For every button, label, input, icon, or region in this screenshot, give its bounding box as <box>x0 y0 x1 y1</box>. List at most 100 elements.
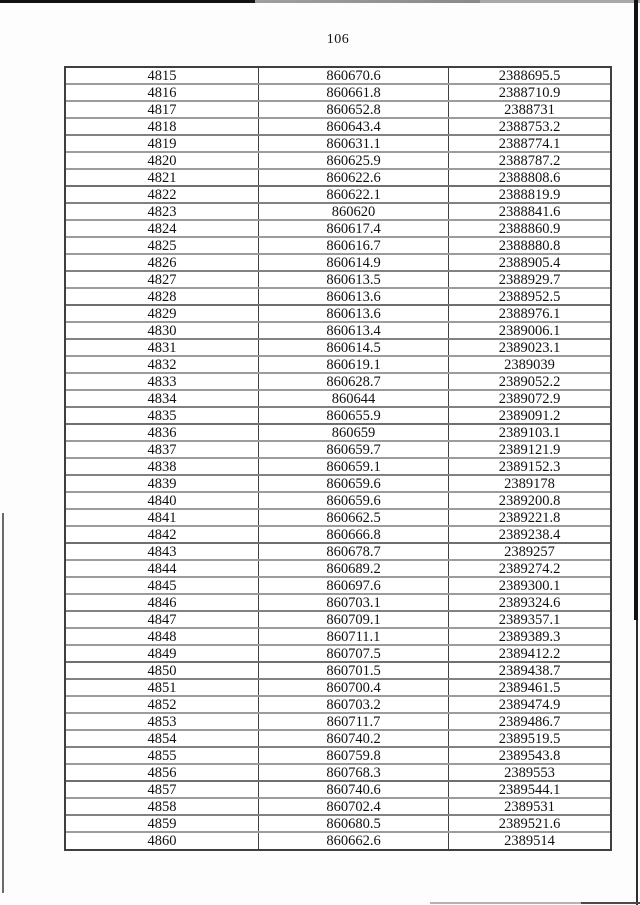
table-cell: 2388905.4 <box>498 254 561 271</box>
table-cell: 4831 <box>66 340 259 355</box>
table-row: 4843 860678.7 2389257 <box>66 544 610 561</box>
table-cell: 4825 <box>66 238 259 253</box>
table-cell: 4857 <box>66 782 259 797</box>
table-row: 4826 860614.9 2388905.4 <box>66 255 610 272</box>
data-table: 4815 860670.6 2388695.5 4816 860661.8 2388710… <box>64 66 612 851</box>
table-cell: 2388710.9 <box>498 84 561 101</box>
table-cell: 4823 <box>66 204 259 219</box>
table-cell: 2389474.9 <box>498 696 561 713</box>
table-cell: 860740.6 <box>259 782 449 797</box>
table-cell: 4837 <box>66 442 259 457</box>
table-cell: 860700.4 <box>259 680 449 695</box>
table-cell: 2388695.5 <box>498 67 561 84</box>
table-cell: 2389461.5 <box>498 679 561 696</box>
table-row: 4818 860643.4 2388753.2 <box>66 119 610 136</box>
table-row: 4841 860662.5 2389221.8 <box>66 510 610 527</box>
table-row: 4825 860616.7 2388880.8 <box>66 238 610 255</box>
table-cell: 2389300.1 <box>498 577 561 594</box>
table-cell: 4842 <box>66 527 259 542</box>
table-row: 4839 860659.6 2389178 <box>66 476 610 493</box>
table-cell: 860707.5 <box>259 646 449 661</box>
table-cell: 4820 <box>66 153 259 168</box>
table-cell: 2389519.5 <box>498 730 561 747</box>
table-cell: 2389543.8 <box>498 747 561 764</box>
table-cell: 2389514 <box>504 833 555 849</box>
table-cell: 860740.2 <box>259 731 449 746</box>
table-row: 4817 860652.8 2388731 <box>66 102 610 119</box>
table-cell: 4838 <box>66 459 259 474</box>
table-cell: 860659.1 <box>259 459 449 474</box>
table-cell: 2389200.8 <box>498 492 561 509</box>
table-row: 4846 860703.1 2389324.6 <box>66 595 610 612</box>
table-cell: 4840 <box>66 493 259 508</box>
table-cell: 2389553 <box>504 764 555 781</box>
table-row: 4850 860701.5 2389438.7 <box>66 663 610 680</box>
table-cell: 860643.4 <box>259 119 449 134</box>
table-cell: 4827 <box>66 272 259 287</box>
table-cell: 860703.2 <box>259 697 449 712</box>
table-cell: 4849 <box>66 646 259 661</box>
table-row: 4823 860620 2388841.6 <box>66 204 610 221</box>
table-row: 4855 860759.8 2389543.8 <box>66 748 610 765</box>
table-cell: 860622.1 <box>259 187 449 202</box>
table-cell: 860678.7 <box>259 544 449 559</box>
table-cell: 2388841.6 <box>498 203 561 220</box>
table-cell: 4848 <box>66 629 259 644</box>
table-cell: 4835 <box>66 408 259 423</box>
table-cell: 2389052.2 <box>498 373 561 390</box>
table-cell: 2388952.5 <box>498 288 561 305</box>
scan-artifact-top-edge <box>0 0 640 3</box>
table-cell: 2388731 <box>504 101 555 118</box>
table-cell: 860662.5 <box>259 510 449 525</box>
table-cell: 4859 <box>66 816 259 831</box>
table-cell: 2389178 <box>504 475 555 492</box>
table-cell: 860759.8 <box>259 748 449 763</box>
table-row: 4844 860689.2 2389274.2 <box>66 561 610 578</box>
table-cell: 4845 <box>66 578 259 593</box>
table-cell: 860620 <box>259 204 449 219</box>
table-cell: 860768.3 <box>259 765 449 780</box>
table-cell: 860614.9 <box>259 255 449 270</box>
table-cell: 2389103.1 <box>498 424 561 441</box>
table-cell: 4843 <box>66 544 259 559</box>
table-cell: 860628.7 <box>259 374 449 389</box>
table-cell: 4846 <box>66 595 259 610</box>
table-cell: 4841 <box>66 510 259 525</box>
table-cell: 860701.5 <box>259 663 449 678</box>
table-row: 4852 860703.2 2389474.9 <box>66 697 610 714</box>
table-cell: 2389389.3 <box>498 628 561 645</box>
table-cell: 860659.7 <box>259 442 449 457</box>
table-row: 4838 860659.1 2389152.3 <box>66 459 610 476</box>
table-cell: 4851 <box>66 680 259 695</box>
table-cell: 2389006.1 <box>498 322 561 339</box>
table-cell: 2389039 <box>504 356 555 373</box>
table-cell: 4836 <box>66 425 259 440</box>
table-row: 4833 860628.7 2389052.2 <box>66 374 610 391</box>
table-cell: 860613.4 <box>259 323 449 338</box>
table-cell: 2389357.1 <box>498 611 561 628</box>
table-cell: 2389238.4 <box>498 526 561 543</box>
scan-artifact-right-edge-lower <box>636 620 638 905</box>
table-cell: 4858 <box>66 799 259 814</box>
table-cell: 2389531 <box>504 798 555 815</box>
scan-artifact-left-edge <box>2 513 4 893</box>
table-cell: 4833 <box>66 374 259 389</box>
table-row: 4822 860622.1 2388819.9 <box>66 187 610 204</box>
table-cell: 2389221.8 <box>498 509 561 526</box>
table-cell: 4821 <box>66 170 259 185</box>
table-cell: 860613.6 <box>259 289 449 304</box>
table-cell: 860616.7 <box>259 238 449 253</box>
table-cell: 860697.6 <box>259 578 449 593</box>
table-cell: 860661.8 <box>259 85 449 100</box>
table-row: 4834 860644 2389072.9 <box>66 391 610 408</box>
table-row: 4830 860613.4 2389006.1 <box>66 323 610 340</box>
table-cell: 860622.6 <box>259 170 449 185</box>
table-row: 4831 860614.5 2389023.1 <box>66 340 610 357</box>
table-cell: 4854 <box>66 731 259 746</box>
table-cell: 860614.5 <box>259 340 449 355</box>
table-cell: 4817 <box>66 102 259 117</box>
table-row: 4829 860613.6 2388976.1 <box>66 306 610 323</box>
table-cell: 4815 <box>66 68 259 83</box>
table-cell: 2389121.9 <box>498 441 561 458</box>
